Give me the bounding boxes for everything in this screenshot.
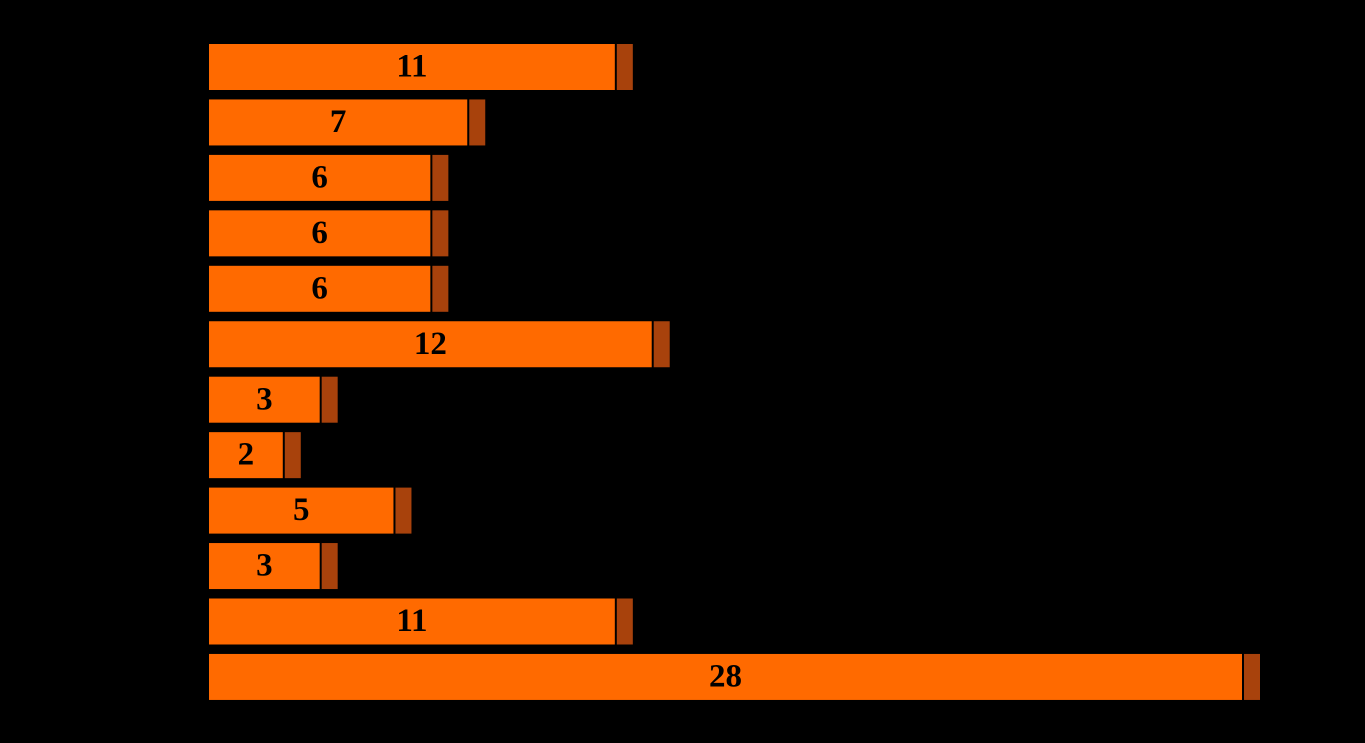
- bar-end: [395, 487, 412, 534]
- bar-end: [469, 99, 486, 146]
- value-label: 6: [311, 215, 328, 251]
- value-label: 3: [256, 381, 273, 417]
- bar: [209, 154, 431, 201]
- value-label: 11: [396, 603, 427, 639]
- bar: [209, 432, 283, 479]
- value-label: 7: [330, 104, 347, 140]
- bar-end: [284, 432, 301, 479]
- bar: [209, 376, 320, 423]
- bar-end: [653, 321, 670, 368]
- value-label: 6: [311, 270, 328, 306]
- bar-end: [321, 543, 338, 590]
- bar-end: [616, 598, 633, 645]
- bar: [209, 99, 468, 146]
- value-label: 28: [709, 659, 742, 695]
- value-label: 5: [293, 492, 310, 528]
- value-label: 12: [414, 326, 447, 362]
- bar-end: [432, 265, 449, 312]
- bar: [209, 598, 615, 645]
- bar: [209, 265, 431, 312]
- bar: [209, 44, 615, 90]
- bar-end: [616, 44, 633, 90]
- bar-end: [432, 154, 449, 201]
- bar-end: [432, 210, 449, 257]
- bar-end: [321, 376, 338, 423]
- bar: [209, 487, 394, 534]
- bar: [209, 210, 431, 257]
- value-label: 11: [396, 49, 427, 85]
- value-label: 3: [256, 548, 273, 584]
- bar: [209, 653, 1242, 700]
- bar: [209, 321, 652, 368]
- bar: [209, 543, 320, 590]
- value-label: 2: [238, 437, 255, 473]
- value-label: 6: [311, 159, 328, 195]
- bar-end: [1244, 653, 1260, 700]
